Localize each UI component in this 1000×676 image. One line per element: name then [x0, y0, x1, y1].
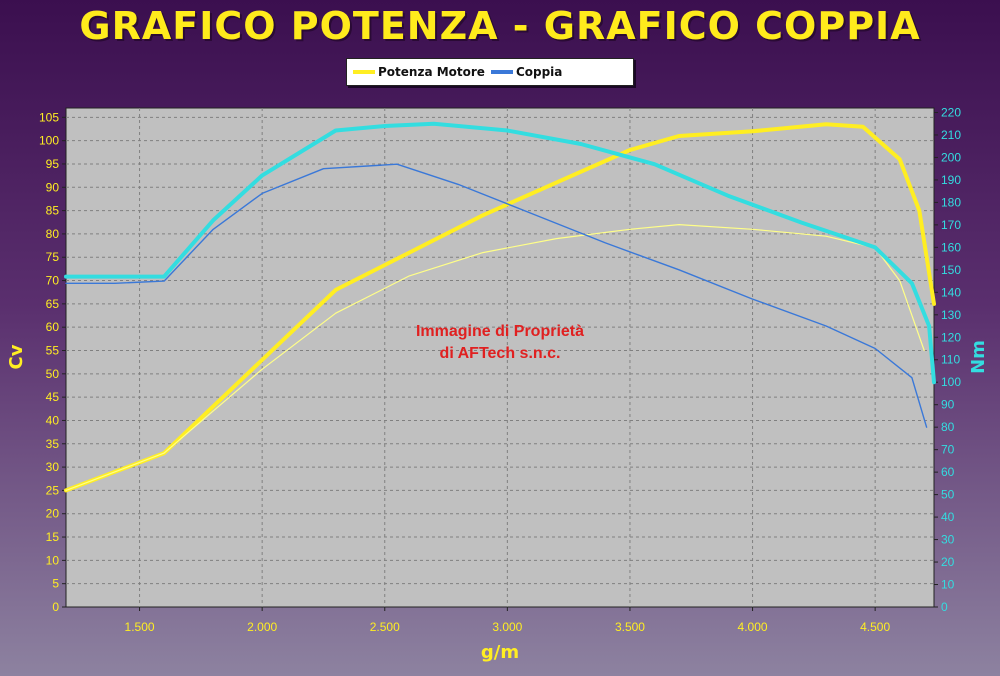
right-tick-label: 130 [941, 308, 961, 322]
right-tick-label: 110 [941, 353, 960, 367]
right-tick-label: 30 [941, 533, 955, 547]
left-axis: 0 5 10 15 20 25 30 35 40 45 50 55 60 65 70 75 80 85 90 95 10… [39, 110, 66, 614]
right-tick-label: 70 [941, 443, 955, 457]
legend-label-power: Potenza Motore [378, 65, 485, 79]
legend-item-power: Potenza Motore [353, 65, 485, 79]
chart-title: GRAFICO POTENZA - GRAFICO COPPIA [79, 4, 921, 48]
right-tick-label: 170 [941, 218, 961, 232]
legend-label-torque: Coppia [515, 65, 563, 79]
x-tick-label: 2.500 [370, 620, 400, 634]
left-tick-label: 30 [46, 460, 60, 474]
left-tick-label: 60 [46, 320, 60, 334]
x-tick-label: 4.500 [860, 620, 890, 634]
left-tick-label: 105 [39, 110, 59, 124]
right-tick-label: 200 [941, 150, 961, 164]
x-axis-label: g/m [481, 642, 519, 663]
right-tick-label: 210 [941, 128, 961, 142]
right-tick-label: 20 [941, 555, 955, 569]
series-torque-line [65, 163, 928, 428]
right-tick-label: 10 [941, 578, 955, 592]
right-tick-label: 190 [941, 173, 961, 187]
left-tick-label: 90 [46, 180, 60, 194]
left-tick-label: 5 [52, 577, 59, 591]
x-tick-label: 3.000 [492, 620, 522, 634]
left-tick-label: 20 [46, 507, 60, 521]
x-tick-label: 3.500 [615, 620, 645, 634]
left-tick-label: 85 [46, 204, 60, 218]
plot-area [65, 107, 935, 608]
right-tick-label: 150 [941, 263, 961, 277]
x-tick-label: 4.000 [738, 620, 768, 634]
right-tick-label: 40 [941, 510, 955, 524]
right-tick-label: 50 [941, 488, 955, 502]
series-power-line [64, 122, 936, 493]
left-tick-label: 10 [46, 553, 60, 567]
left-tick-label: 25 [46, 483, 60, 497]
right-tick-label: 90 [941, 398, 955, 412]
right-tick-label: 160 [941, 240, 961, 254]
legend-item-torque: Coppia [490, 65, 563, 79]
left-tick-label: 50 [46, 367, 60, 381]
x-axis: 1.500 2.000 2.500 3.000 3.500 4.000 4.500 [125, 607, 890, 634]
left-tick-label: 45 [46, 390, 60, 404]
series-group [64, 121, 936, 493]
left-tick-label: 15 [46, 530, 60, 544]
right-tick-label: 220 [941, 105, 961, 119]
grid [66, 108, 934, 607]
right-tick-label: 120 [941, 330, 961, 344]
legend-swatch-torque [490, 70, 513, 74]
right-tick-label: 60 [941, 465, 955, 479]
left-tick-label: 70 [46, 274, 60, 288]
left-tick-label: 40 [46, 413, 60, 427]
left-tick-label: 95 [46, 157, 60, 171]
series-power-thin-line [65, 224, 925, 491]
legend: Potenza Motore Coppia [346, 58, 634, 86]
left-tick-label: 100 [39, 134, 59, 148]
series-torque-thick-line [64, 121, 936, 385]
x-tick-label: 2.000 [247, 620, 277, 634]
watermark-line-2: di AFTech s.n.c. [440, 345, 561, 362]
left-tick-label: 55 [46, 344, 60, 358]
legend-swatch-power [353, 70, 375, 74]
right-tick-label: 80 [941, 420, 955, 434]
watermark-line-1: Immagine di Proprietà [416, 323, 584, 340]
left-tick-label: 35 [46, 437, 60, 451]
x-tick-label: 1.500 [125, 620, 155, 634]
left-tick-label: 75 [46, 250, 60, 264]
right-tick-label: 180 [941, 195, 961, 209]
left-tick-label: 0 [52, 600, 59, 614]
right-tick-label: 140 [941, 285, 961, 299]
y-axis-label-left: Cv [6, 344, 27, 369]
left-tick-label: 80 [46, 227, 60, 241]
right-tick-label: 100 [941, 375, 961, 389]
left-tick-label: 65 [46, 297, 60, 311]
right-axis: 0 10 20 30 40 50 60 70 80 90 100 110 120 130 140 150 160… [934, 105, 961, 614]
y-axis-label-right: Nm [968, 340, 989, 374]
right-tick-label: 0 [941, 600, 948, 614]
